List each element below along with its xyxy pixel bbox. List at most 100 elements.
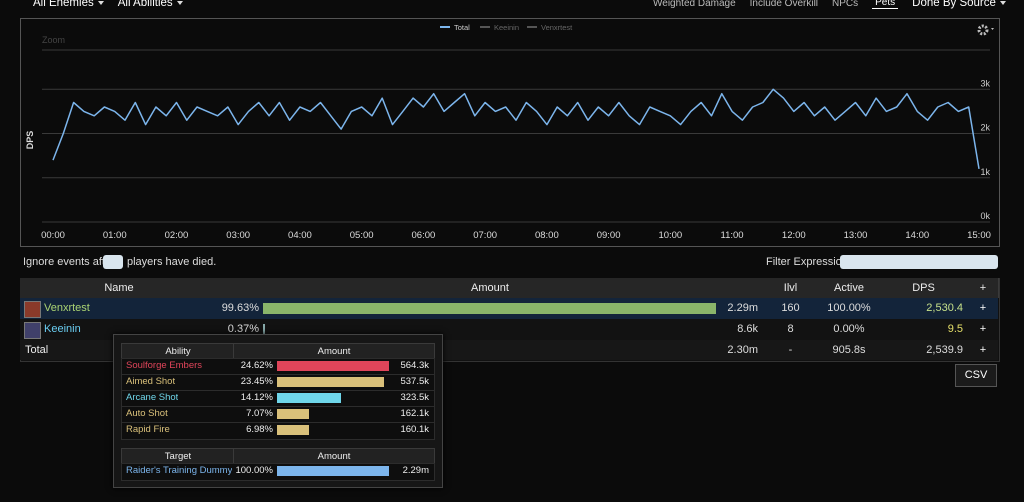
x-tick-label: 09:00 xyxy=(597,230,621,241)
x-tick-label: 04:00 xyxy=(288,230,312,241)
active: 0.00% xyxy=(833,323,865,335)
amount-bar xyxy=(277,361,389,371)
ilvl: 8 xyxy=(787,323,794,335)
table-header: + xyxy=(968,278,999,298)
x-tick-label: 06:00 xyxy=(412,230,436,241)
expand[interactable]: + xyxy=(979,323,987,335)
amount: 160.1k xyxy=(400,424,429,435)
amount: 2.29m xyxy=(402,465,429,476)
amount: 8.6k xyxy=(737,323,758,335)
toggle[interactable]: NPCs xyxy=(832,0,859,9)
percent: 100.00% xyxy=(235,465,273,476)
toggle-active[interactable]: Pets xyxy=(872,0,899,9)
x-tick-label: 03:00 xyxy=(226,230,250,241)
expand[interactable]: + xyxy=(979,344,987,356)
table-header: Active xyxy=(819,278,880,298)
table-header: Ilvl xyxy=(762,278,820,298)
percent: 6.98% xyxy=(246,424,273,435)
amount: 537.5k xyxy=(400,376,429,387)
toggle[interactable]: Include Overkill xyxy=(749,0,819,9)
player-name[interactable]: Keeinin xyxy=(44,323,81,335)
x-tick-label: 05:00 xyxy=(350,230,374,241)
percent: 23.45% xyxy=(240,376,273,387)
amount-bar xyxy=(277,425,309,435)
amount-bar xyxy=(263,303,717,314)
x-tick-label: 01:00 xyxy=(103,230,127,241)
x-tick-label: 00:00 xyxy=(41,230,65,241)
dropdown-arrow xyxy=(999,1,1006,6)
x-tick-label: 08:00 xyxy=(535,230,559,241)
ability-name: Soulforge Embers xyxy=(126,360,203,371)
zoom-label: Zoom xyxy=(42,35,65,45)
expand[interactable]: + xyxy=(979,302,987,314)
nav-item[interactable]: All Abilities xyxy=(118,0,183,9)
dropdown-arrow xyxy=(176,1,183,6)
player-icon xyxy=(24,301,41,318)
x-tick-label: 14:00 xyxy=(905,230,929,241)
nav-label[interactable]: All Enemies xyxy=(33,0,94,9)
amount: 162.1k xyxy=(400,408,429,419)
ability-name: Rapid Fire xyxy=(126,424,170,435)
total-label: Total xyxy=(25,344,49,356)
amount-bar xyxy=(277,466,389,476)
percent: 14.12% xyxy=(240,392,273,403)
amount-bar xyxy=(277,393,342,403)
source-dropdown[interactable]: Done By Source xyxy=(912,0,1006,9)
y-tick-label: 1k xyxy=(980,167,990,177)
ability-name: Raider's Training Dummy xyxy=(126,465,233,476)
legend-label: Total xyxy=(454,23,470,32)
player-name[interactable]: Venxrtest xyxy=(44,302,90,314)
percent: 0.37% xyxy=(227,323,259,335)
x-tick-label: 11:00 xyxy=(721,230,744,241)
active: 905.8s xyxy=(832,344,866,356)
amount: 2.29m xyxy=(727,302,758,314)
legend-label-hidden: Venxrtest xyxy=(541,23,573,32)
ilvl: 160 xyxy=(781,302,800,314)
table-header: Name xyxy=(20,278,219,298)
ability-name: Auto Shot xyxy=(126,408,168,419)
filter-input[interactable] xyxy=(840,255,998,269)
percent: 24.62% xyxy=(240,360,273,371)
dps: 2,539.9 xyxy=(926,344,963,356)
ability-name: Aimed Shot xyxy=(126,376,176,387)
x-tick-label: 15:00 xyxy=(967,230,991,241)
x-tick-label: 13:00 xyxy=(844,230,868,241)
chart: Zoom DPS 0k 1k 2k 3k 00:00 01:00 02:00 03:00 04:00… xyxy=(20,18,1000,247)
table-header: DPS xyxy=(879,278,969,298)
dropdown-arrow xyxy=(97,1,104,6)
amount: 323.5k xyxy=(400,392,429,403)
chart-frame xyxy=(20,18,1000,247)
ignore-input[interactable] xyxy=(103,255,123,269)
legend-label-hidden: Keeinin xyxy=(494,23,519,32)
dps: 9.5 xyxy=(947,323,963,335)
amount-bar xyxy=(263,324,265,335)
filter-label: Filter Expression: xyxy=(766,256,851,268)
x-tick-label: 12:00 xyxy=(782,230,806,241)
amount-bar xyxy=(277,409,310,419)
amount-bar xyxy=(277,377,384,387)
settings-gear[interactable] xyxy=(977,24,994,36)
player-icon xyxy=(24,322,41,339)
percent: 7.07% xyxy=(246,408,273,419)
x-tick-label: 07:00 xyxy=(473,230,497,241)
nav-label[interactable]: All Abilities xyxy=(117,0,173,9)
nav-label[interactable]: Done By Source xyxy=(912,0,996,9)
percent: 99.63% xyxy=(221,302,259,314)
nav-item[interactable]: All Enemies xyxy=(33,0,104,9)
amount: 2.30m xyxy=(727,344,758,356)
x-tick-label: 10:00 xyxy=(658,230,682,241)
active: 100.00% xyxy=(827,302,871,314)
ignore-before: Ignore events after xyxy=(23,256,115,268)
x-tick-label: 02:00 xyxy=(165,230,189,241)
ignore-after: players have died. xyxy=(127,256,217,268)
toggle[interactable]: Weighted Damage xyxy=(653,0,736,9)
y-tick-label: 2k xyxy=(980,123,990,133)
dps: 2,530.4 xyxy=(926,302,963,314)
ilvl: - xyxy=(788,344,793,356)
table-header: Amount xyxy=(218,278,763,298)
csv-button[interactable]: CSV xyxy=(955,364,997,387)
nav-left: All Enemies All Abilities xyxy=(33,0,183,9)
y-axis-label: DPS xyxy=(25,131,35,150)
ability-name: Arcane Shot xyxy=(126,392,179,403)
